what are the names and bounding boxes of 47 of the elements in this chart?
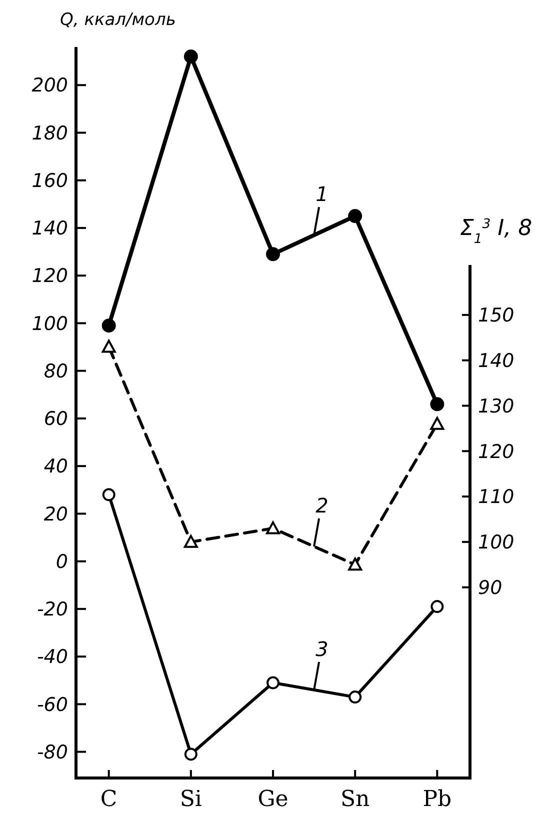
y-tick-label: 140 bbox=[32, 218, 68, 240]
y2-tick-label: 120 bbox=[478, 440, 514, 463]
y2-axis-title: Σ$_{1}$$^{3}$ I, 8 bbox=[460, 216, 532, 246]
y-tick-label: 160 bbox=[32, 170, 68, 192]
point bbox=[102, 318, 116, 333]
y-tick-label: -40 bbox=[36, 646, 68, 668]
point bbox=[184, 534, 198, 548]
y-tick-label: 180 bbox=[32, 122, 68, 144]
y2-tick-label: 140 bbox=[478, 350, 514, 372]
y2-tick-label: 150 bbox=[478, 304, 514, 327]
point bbox=[430, 397, 444, 412]
x-tick-label: Sn bbox=[340, 787, 370, 812]
point bbox=[348, 209, 362, 224]
y-axis-title: Q, ккал/моль bbox=[60, 10, 176, 30]
point bbox=[348, 690, 362, 704]
point bbox=[102, 488, 116, 502]
y-tick-label: 100 bbox=[32, 312, 68, 335]
y2-tick-label: 110 bbox=[478, 486, 514, 508]
annotation: 2 bbox=[316, 493, 328, 518]
point bbox=[266, 247, 280, 262]
y2-tick-label: 100 bbox=[478, 532, 514, 554]
annotation: 3 bbox=[316, 636, 328, 661]
point bbox=[430, 600, 444, 614]
y-tick-label: 20 bbox=[44, 503, 68, 526]
y-tick-label: 40 bbox=[44, 456, 68, 478]
x-tick-label: Ge bbox=[258, 787, 288, 812]
y-tick-label: -20 bbox=[36, 598, 68, 621]
point bbox=[102, 340, 116, 353]
point bbox=[348, 558, 362, 571]
y2-tick-label: 90 bbox=[478, 576, 502, 599]
y-tick-label: -80 bbox=[36, 741, 68, 764]
x-tick-label: Pb bbox=[422, 787, 452, 812]
point bbox=[266, 521, 280, 534]
y2-tick-label: 130 bbox=[478, 395, 514, 418]
y-tick-label: 60 bbox=[44, 408, 68, 430]
y-tick-label: 200 bbox=[32, 74, 68, 97]
y-tick-label: 0 bbox=[56, 550, 68, 573]
annotation: 1 bbox=[316, 182, 328, 206]
point bbox=[184, 50, 198, 64]
y-tick-label: -60 bbox=[36, 694, 68, 716]
point bbox=[266, 676, 280, 690]
y-tick-label: 80 bbox=[44, 360, 68, 382]
point bbox=[430, 416, 444, 430]
x-tick-label: C bbox=[100, 787, 118, 812]
y-tick-label: 120 bbox=[32, 265, 68, 288]
x-tick-label: Si bbox=[180, 787, 202, 812]
point bbox=[184, 748, 198, 761]
